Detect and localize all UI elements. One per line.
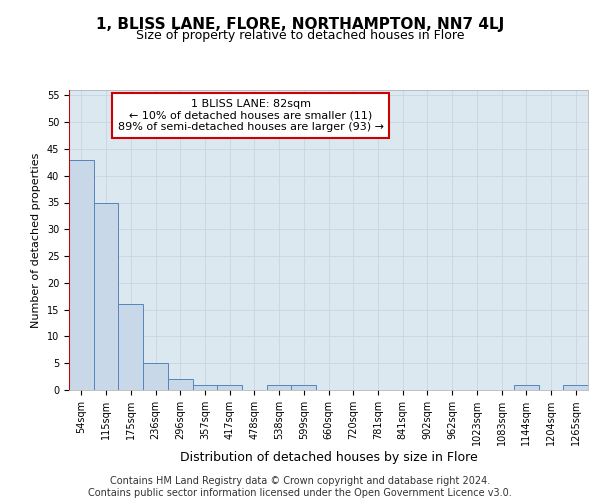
Y-axis label: Number of detached properties: Number of detached properties [31, 152, 41, 328]
Text: 1, BLISS LANE, FLORE, NORTHAMPTON, NN7 4LJ: 1, BLISS LANE, FLORE, NORTHAMPTON, NN7 4… [96, 18, 504, 32]
Bar [267, 384, 292, 390]
Bar [292, 384, 316, 390]
Bar [168, 380, 193, 390]
Bar [563, 384, 588, 390]
Bar [514, 384, 539, 390]
Bar [94, 202, 118, 390]
Text: Contains HM Land Registry data © Crown copyright and database right 2024.
Contai: Contains HM Land Registry data © Crown c… [88, 476, 512, 498]
Bar [193, 384, 217, 390]
Bar [69, 160, 94, 390]
Text: Size of property relative to detached houses in Flore: Size of property relative to detached ho… [136, 29, 464, 42]
Bar [217, 384, 242, 390]
Text: 1 BLISS LANE: 82sqm
← 10% of detached houses are smaller (11)
89% of semi-detach: 1 BLISS LANE: 82sqm ← 10% of detached ho… [118, 99, 383, 132]
Bar [143, 363, 168, 390]
Bar [118, 304, 143, 390]
X-axis label: Distribution of detached houses by size in Flore: Distribution of detached houses by size … [179, 451, 478, 464]
